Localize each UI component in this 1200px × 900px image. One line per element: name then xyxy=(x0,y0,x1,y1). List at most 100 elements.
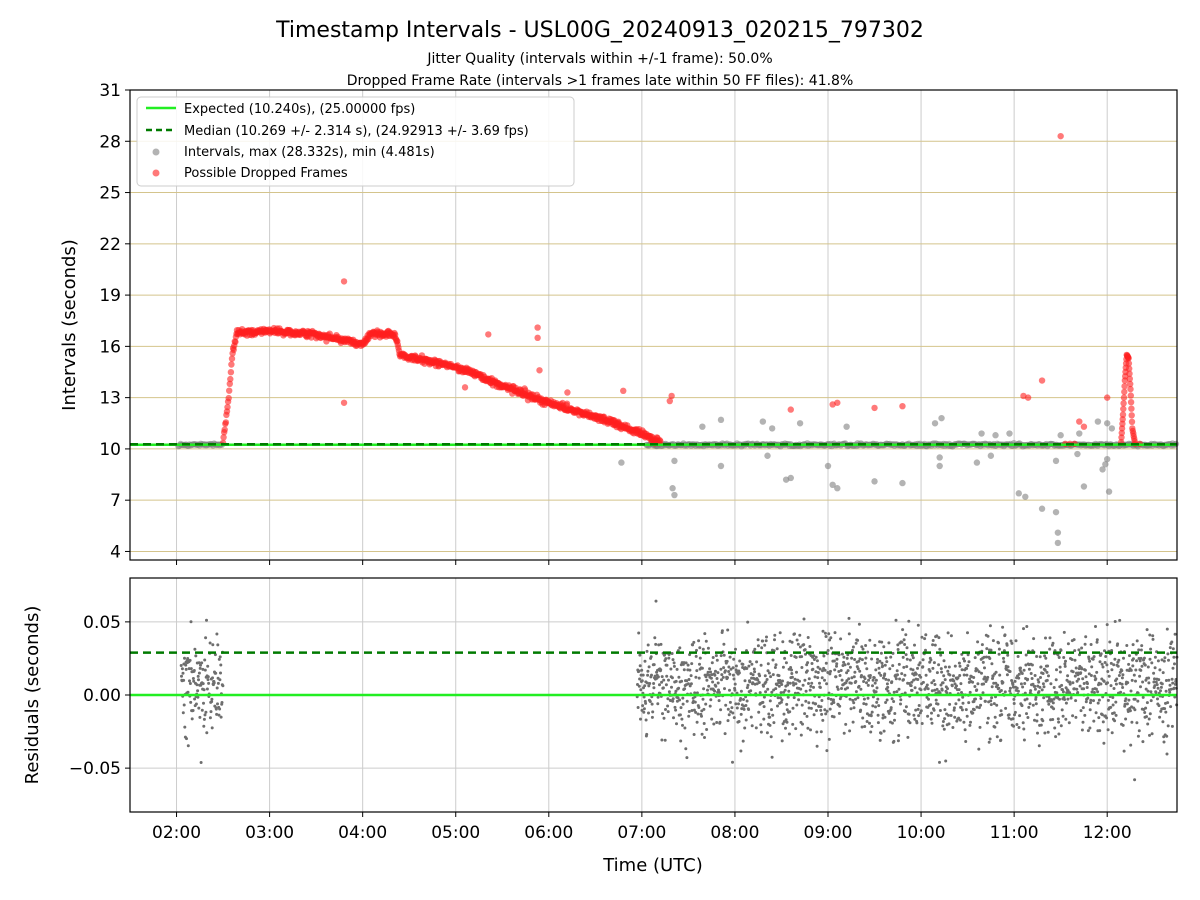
residual-point-1575 xyxy=(1062,630,1066,634)
residual-point-606 xyxy=(774,687,778,691)
residual-point-469 xyxy=(733,688,737,692)
residual-point-650 xyxy=(787,689,791,693)
residual-point-1556 xyxy=(1057,720,1061,724)
residual-point-1357 xyxy=(997,647,1001,651)
residual-point-159 xyxy=(641,704,645,708)
residual-point-902 xyxy=(862,702,866,706)
residual-point-1659 xyxy=(1087,672,1091,676)
residual-point-1857 xyxy=(1146,665,1150,669)
residual-point-665 xyxy=(791,681,795,685)
residual-point-1537 xyxy=(1051,641,1055,645)
interval-outlier-4 xyxy=(699,423,706,430)
residual-point-1057 xyxy=(908,721,912,725)
residual-point-1723 xyxy=(1106,698,1110,702)
residual-point-1407 xyxy=(1012,702,1016,705)
residual-point-1013 xyxy=(895,690,899,694)
residual-point-1211 xyxy=(954,702,958,706)
residual-point-1702 xyxy=(1100,662,1104,666)
residual-point-1406 xyxy=(1012,697,1016,701)
residual-point-386 xyxy=(708,704,712,708)
residual-point-1199 xyxy=(950,684,954,688)
residual-point-866 xyxy=(851,720,855,724)
residual-point-1065 xyxy=(910,653,914,657)
residual-point-1437 xyxy=(1021,721,1025,725)
residual-point-111 xyxy=(212,681,216,685)
residual-point-338 xyxy=(694,675,698,679)
residual-point-503 xyxy=(743,679,747,683)
residual-point-1510 xyxy=(1043,731,1047,735)
residual-point-1549 xyxy=(1055,668,1058,672)
residual-point-886 xyxy=(857,684,861,688)
residual-point-1779 xyxy=(1123,702,1127,706)
residual-point-565 xyxy=(762,684,765,688)
interval-outlier-36 xyxy=(1074,450,1081,458)
residual-point-864 xyxy=(851,648,854,652)
residual-point-1476 xyxy=(1033,684,1037,688)
residual-point-1448 xyxy=(1025,712,1028,716)
residual-point-664 xyxy=(791,706,795,710)
residual-point-119 xyxy=(215,712,219,716)
residual-point-1898 xyxy=(1159,689,1162,693)
residual-point-1292 xyxy=(978,725,982,729)
residual-point-85 xyxy=(205,618,208,622)
residual-point-597 xyxy=(771,658,775,662)
residual-point-1485 xyxy=(1036,731,1039,735)
residual-point-1791 xyxy=(1127,662,1131,666)
residual-point-1822 xyxy=(1136,699,1140,703)
residual-point-1598 xyxy=(1069,696,1073,700)
residual-point-11 xyxy=(183,656,186,660)
residual-point-120 xyxy=(215,632,219,636)
residual-point-666 xyxy=(792,683,796,687)
residual-point-614 xyxy=(776,696,780,700)
residual-point-273 xyxy=(675,722,678,726)
residual-point-812 xyxy=(835,657,839,661)
residual-point-41 xyxy=(191,677,195,680)
residual-point-204 xyxy=(654,599,658,603)
residual-point-1916 xyxy=(1164,710,1168,714)
residual-point-1680 xyxy=(1094,625,1097,628)
residual-point-1385 xyxy=(1006,653,1010,657)
residual-point-1061 xyxy=(909,684,913,688)
dropped-frame-spike-786 xyxy=(1118,429,1126,437)
interval-outlier-33 xyxy=(1054,539,1062,547)
residual-point-746 xyxy=(815,659,819,663)
residual-point-1526 xyxy=(1048,647,1052,651)
residual-point-474 xyxy=(734,664,738,668)
residual-point-808 xyxy=(834,675,838,679)
residual-point-8 xyxy=(182,678,186,682)
residual-point-1354 xyxy=(997,641,1000,645)
residuals-panel: 0.05 0.00 −0.05 02:00 03:00 04:00 05:00 06:00 07… xyxy=(69,577,1179,843)
residual-point-542 xyxy=(755,660,759,664)
dropped-frame-outlier-10 xyxy=(666,397,673,405)
residual-point-974 xyxy=(883,663,887,667)
residual-point-1086 xyxy=(917,714,921,718)
residual-point-1190 xyxy=(948,702,952,706)
residual-point-307 xyxy=(685,679,689,683)
residual-point-574 xyxy=(764,639,768,643)
residual-point-759 xyxy=(819,730,823,734)
residual-point-620 xyxy=(778,678,782,682)
residual-point-1746 xyxy=(1113,620,1117,623)
residual-point-193 xyxy=(651,710,655,714)
residual-point-431 xyxy=(722,666,726,670)
residual-point-1579 xyxy=(1064,659,1067,663)
residual-point-1268 xyxy=(971,711,975,715)
residual-point-1884 xyxy=(1154,680,1158,684)
interval-outlier-42 xyxy=(1104,420,1111,427)
residual-point-268 xyxy=(673,705,677,709)
residual-point-1053 xyxy=(907,619,911,623)
residual-point-1566 xyxy=(1060,683,1064,687)
residual-point-1592 xyxy=(1067,721,1071,725)
residual-point-924 xyxy=(868,674,872,677)
residual-point-700 xyxy=(802,643,806,647)
residual-point-467 xyxy=(732,716,736,720)
residual-point-952 xyxy=(877,704,881,708)
residual-point-824 xyxy=(839,637,843,641)
residual-point-1063 xyxy=(910,680,914,684)
residual-point-726 xyxy=(809,706,813,710)
residual-point-1230 xyxy=(960,691,963,694)
residual-point-1940 xyxy=(1171,666,1175,670)
residual-point-53 xyxy=(195,683,199,687)
residual-point-1562 xyxy=(1058,670,1062,674)
residual-point-777 xyxy=(825,682,829,686)
